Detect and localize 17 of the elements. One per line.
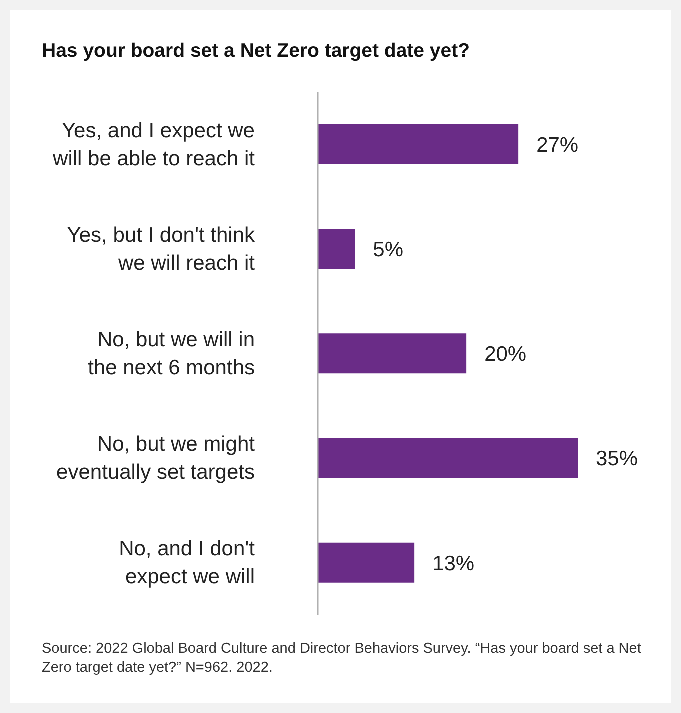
bar <box>318 438 578 478</box>
chart-title: Has your board set a Net Zero target date yet? <box>42 40 470 63</box>
bar <box>318 334 467 374</box>
bar <box>318 229 356 270</box>
data-label: 20% <box>484 343 527 366</box>
y-tick-label: Yes, and I expect we will be able to reach it <box>52 118 256 170</box>
y-tick-label: Yes, but I don't think we will reach it <box>67 223 256 274</box>
bar <box>318 124 519 164</box>
y-tick-label: No, but we will in the next 6 months <box>88 328 255 379</box>
data-label: 27% <box>536 134 579 157</box>
bar <box>318 542 415 583</box>
data-label: 13% <box>432 552 475 576</box>
data-label: 35% <box>596 448 638 471</box>
y-tick-label: No, and I don't expect we will <box>119 537 256 588</box>
data-label: 5% <box>373 238 404 262</box>
source-note: Source: 2022 Global Board Culture and Director Behaviors Survey. “Has your board set a Net Zero target date yet?” N=962. 2022. <box>42 640 642 678</box>
y-tick-label: No, but we might eventually set targets <box>56 432 256 484</box>
